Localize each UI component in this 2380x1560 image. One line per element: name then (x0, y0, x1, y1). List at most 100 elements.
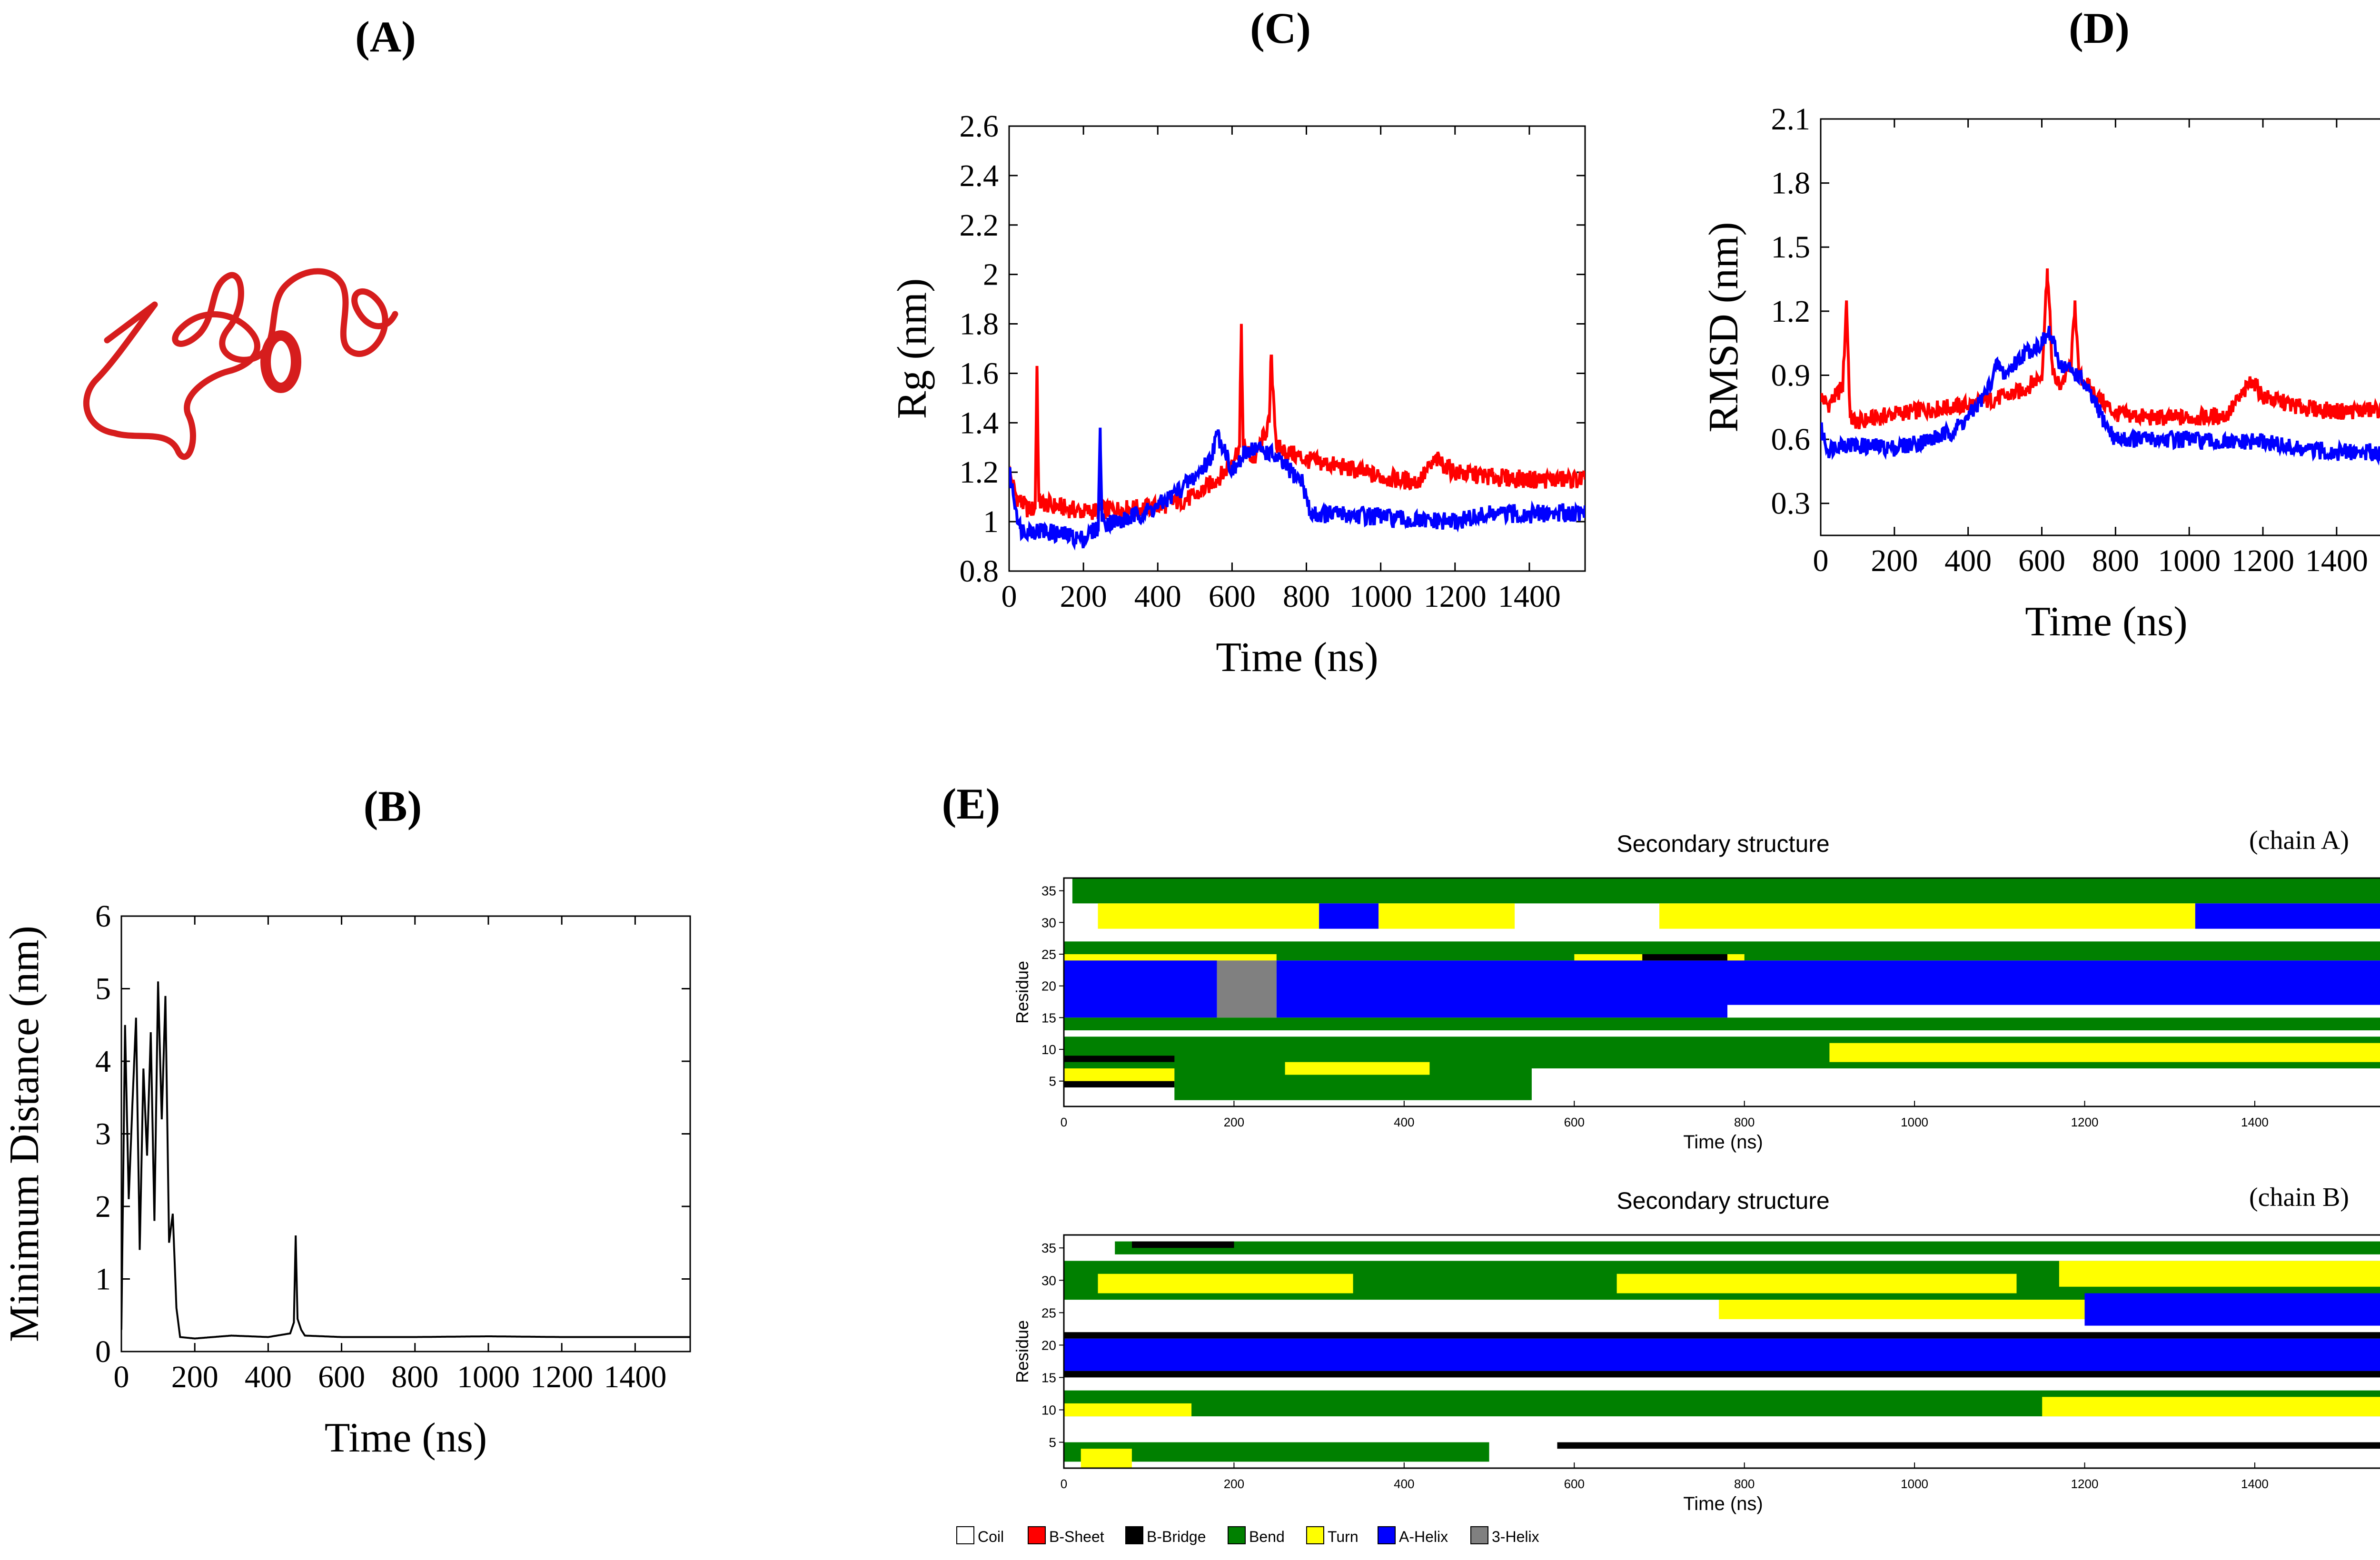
legend-label: B-Bridge (1147, 1528, 1206, 1545)
legend-swatch (1125, 1526, 1143, 1544)
ss-segment-bend (1064, 1442, 1489, 1462)
ss-segment-turn (1719, 1300, 2127, 1319)
chain-annotation: (chain B) (2249, 1183, 2349, 1212)
panel-label-e: (E) (942, 780, 1001, 828)
x-tick-label: 1400 (604, 1360, 666, 1394)
panel-label-b: (B) (364, 782, 422, 830)
y-tick-label: 2.6 (960, 109, 999, 144)
ss-segment-a-helix (1064, 1338, 2380, 1371)
ss-segment-a-helix (2195, 903, 2380, 929)
x-tick-label: 400 (1944, 543, 1992, 578)
ss-segment-turn (1378, 903, 1515, 929)
ss-segment-b-bridge (1132, 1241, 1234, 1248)
legend-label: 3-Helix (1492, 1528, 1539, 1545)
chart-title: Secondary structure (1616, 830, 1829, 857)
x-tick-label: 1400 (2241, 1115, 2269, 1129)
x-tick-label: 600 (318, 1360, 365, 1394)
x-tick-label: 1000 (2158, 543, 2221, 578)
x-tick-label: 0 (1061, 1115, 1067, 1129)
ss-segment-b-bridge (1064, 1371, 2380, 1378)
x-tick-label: 1000 (1901, 1115, 1928, 1129)
x-axis-title: Time (ns) (2025, 599, 2187, 645)
legend-swatch (1470, 1526, 1488, 1544)
x-axis-title: Time (ns) (325, 1415, 487, 1461)
y-tick-label: 15 (1041, 1370, 1056, 1385)
x-tick-label: 800 (1734, 1477, 1755, 1491)
plot-frame (1820, 118, 2380, 536)
panel-label-c: (C) (1250, 4, 1311, 52)
ss-segment-a-helix (2084, 1293, 2380, 1326)
legend-label: A-Helix (1399, 1528, 1448, 1545)
ss-segment-turn (1285, 1062, 1430, 1075)
x-tick-label: 400 (245, 1360, 292, 1394)
y-tick-label: 1 (983, 504, 999, 539)
plot-frame (120, 915, 691, 1353)
y-tick-label: 2 (983, 257, 999, 292)
x-tick-label: 200 (1224, 1115, 1244, 1129)
x-tick-label: 1200 (2071, 1115, 2099, 1129)
x-tick-label: 1400 (1498, 579, 1561, 614)
panel-d-chart: 0 200 400 600 800 1000 1200 1400 0.3 0.6 0.9 1.2 1.5… (1701, 102, 2380, 645)
x-tick-label: 1000 (457, 1360, 520, 1394)
legend-swatch (1378, 1526, 1396, 1544)
x-tick-label: 600 (2018, 543, 2065, 578)
x-tick-label: 0 (1002, 579, 1017, 614)
y-tick-label: 4 (95, 1044, 111, 1079)
y-tick-label: 0.6 (1771, 422, 1811, 457)
x-axis-title: Time (ns) (1216, 634, 1378, 681)
ss-segment-turn (1098, 1274, 1353, 1293)
ss-segment-a-helix (1064, 960, 1217, 1018)
y-tick-label: 2.1 (1771, 102, 1811, 137)
chain-a-structure (83, 268, 398, 460)
ss-segment-b-bridge (1642, 954, 1727, 961)
panel-e-chain-a: 0 200 400 600 800 1000 1200 1400 5 10 15 20 25 30 35 Ti… (1012, 826, 2380, 1153)
y-tick-label: 2.4 (960, 158, 999, 193)
y-tick-label: 35 (1041, 884, 1056, 898)
legend-swatch (956, 1526, 974, 1544)
y-tick-label: 1.8 (960, 307, 999, 342)
x-tick-label: 1400 (2305, 543, 2368, 578)
series-line-chain-b (1009, 427, 1585, 551)
x-tick-label: 600 (1564, 1115, 1585, 1129)
y-tick-label: 0.9 (1771, 358, 1811, 393)
y-tick-label: 20 (1041, 979, 1056, 994)
ss-segment-turn (1098, 903, 1319, 929)
y-axis-title: Minimum Distance (nm) (1, 926, 48, 1342)
x-tick-label: 800 (1734, 1115, 1755, 1129)
x-tick-label: 400 (1394, 1477, 1414, 1491)
y-tick-label: 5 (1049, 1074, 1056, 1089)
x-tick-label: 200 (1871, 543, 1918, 578)
y-tick-label: 30 (1041, 1273, 1056, 1288)
y-tick-label: 25 (1041, 947, 1056, 962)
x-tick-label: 200 (171, 1360, 218, 1394)
x-tick-label: 1000 (1901, 1477, 1928, 1491)
chain-b-structure (449, 345, 727, 557)
y-axis-title: Residue (1012, 1320, 1032, 1383)
x-tick-label: 0 (1813, 543, 1829, 578)
y-tick-label: 30 (1041, 915, 1056, 930)
y-tick-label: 1 (95, 1262, 111, 1297)
x-tick-label: 1200 (1424, 579, 1487, 614)
chain-a-helix (260, 330, 301, 393)
ss-segment-turn (2042, 1397, 2380, 1417)
x-axis-title: Time (ns) (1683, 1132, 1763, 1153)
ss-segment-bend (1064, 1017, 2380, 1030)
y-tick-label: 0.3 (1771, 486, 1811, 521)
plot-frame (1008, 125, 1586, 572)
ss-segment-a-helix (1319, 903, 1379, 929)
ss-segment-turn (1081, 1449, 1132, 1468)
x-tick-label: 200 (1060, 579, 1107, 614)
y-tick-label: 0.8 (960, 554, 999, 589)
legend-swatch (1228, 1526, 1246, 1544)
y-tick-label: 1.4 (960, 405, 999, 440)
ss-segment-b-bridge (1064, 1332, 2380, 1339)
panel-label-a: (A) (355, 12, 416, 61)
y-tick-label: 20 (1041, 1338, 1056, 1353)
ss-segment-a-helix (1276, 960, 1727, 1018)
y-tick-label: 5 (95, 972, 111, 1007)
legend-swatch (1028, 1526, 1046, 1544)
y-axis-title: Residue (1012, 961, 1032, 1024)
ss-segment-turn (1064, 1403, 1192, 1417)
chart-title: Secondary structure (1616, 1187, 1829, 1214)
